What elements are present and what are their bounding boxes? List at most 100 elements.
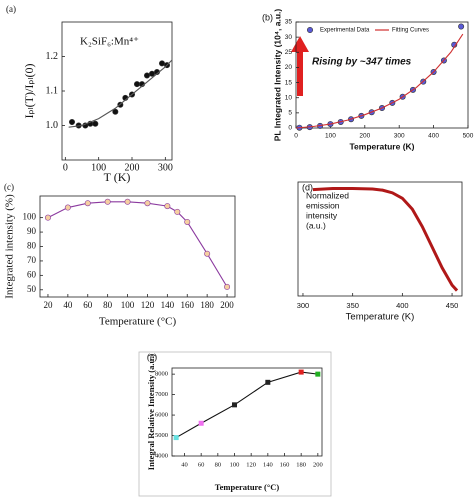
y-tick-label: 7000 — [155, 391, 168, 398]
x-tick-label: 200 — [313, 461, 323, 468]
y-tick-label: 5 — [288, 110, 292, 117]
rise-arrow — [291, 36, 309, 96]
y-axis-label: intensity — [306, 210, 338, 220]
x-tick-label: 100 — [121, 300, 135, 310]
data-point — [198, 420, 204, 426]
x-tick-label: 0 — [63, 162, 68, 173]
panel: (a) K₂SiF₆:Mn⁴⁺ 0 100 200 300 1.0 1.1 1.2 T (K) Iₚ… — [6, 4, 173, 184]
data-point — [164, 203, 171, 210]
y-tick-label: 5000 — [155, 432, 168, 439]
x-tick-label: 450 — [446, 301, 459, 310]
annotation: Rising by ~347 times — [312, 57, 412, 68]
y-tick-label: 60 — [27, 269, 37, 279]
panel: (b) 0 100 200 300 400 500 0 5 10 15 20 25 30 35 Tempera… — [262, 9, 474, 152]
x-tick-label: 200 — [359, 133, 370, 140]
data-line — [47, 201, 228, 288]
y-axis-label: Integral Relative Intensity (a.u.) — [146, 354, 156, 471]
plot-frame — [39, 195, 236, 298]
data-point — [184, 218, 191, 225]
data-point — [84, 200, 91, 207]
x-tick-label: 80 — [103, 300, 113, 310]
x-tick-label: 200 — [220, 300, 234, 310]
x-tick-label: 160 — [280, 461, 290, 468]
data-point — [64, 204, 71, 211]
y-axis-label: PL Integrated Intensity (10⁴, a.u.) — [272, 9, 282, 142]
y-tick-label: 100 — [23, 212, 37, 222]
x-tick-label: 100 — [230, 461, 240, 468]
data-point — [458, 23, 465, 30]
y-axis-label: (a.u.) — [306, 220, 326, 230]
data-point — [92, 120, 99, 127]
y-tick-label: 25 — [285, 49, 293, 56]
plot-frame — [295, 21, 469, 129]
y-tick-label: 30 — [285, 34, 293, 41]
x-tick-label: 140 — [161, 300, 175, 310]
x-tick-label: 60 — [83, 300, 93, 310]
data-point — [104, 198, 111, 205]
y-tick-label: 35 — [285, 19, 293, 26]
x-tick-label: 40 — [63, 300, 73, 310]
legend-marker — [306, 26, 313, 33]
data-point — [124, 198, 131, 205]
panel-frame — [138, 351, 332, 497]
x-tick-label: 180 — [200, 300, 214, 310]
y-tick-label: 15 — [285, 79, 293, 86]
data-point — [315, 371, 321, 377]
data-point — [112, 108, 119, 115]
x-axis-label: Temperature (°C) — [99, 316, 177, 328]
x-axis-label: Temperature (°C) — [215, 482, 280, 492]
data-line — [68, 59, 173, 128]
x-tick-label: 500 — [463, 133, 474, 140]
x-tick-label: 160 — [180, 300, 194, 310]
y-tick-label: 70 — [27, 255, 37, 265]
y-tick-label: 6000 — [155, 412, 168, 419]
x-axis-label: T (K) — [104, 170, 131, 184]
x-tick-label: 120 — [246, 461, 256, 468]
data-line — [312, 187, 459, 292]
data-point — [224, 283, 231, 290]
legend-label: Fitting Curves — [392, 28, 429, 34]
x-tick-label: 300 — [158, 162, 173, 173]
y-tick-label: 1.1 — [46, 85, 59, 96]
y-tick-label: 90 — [27, 226, 37, 236]
y-axis-label: Iₚₗ(T)/Iₚₗ(0) — [22, 64, 36, 119]
y-tick-label: 4000 — [155, 452, 168, 459]
data-point — [298, 369, 304, 375]
data-point — [144, 200, 151, 207]
data-point — [134, 81, 141, 88]
panel-label: (d) — [302, 182, 313, 192]
panel: (d) 300 350 400 450 Temperature (K) Normalized… — [297, 181, 463, 323]
plot-frame — [171, 367, 323, 457]
plot-frame — [297, 181, 463, 297]
x-tick-label: 120 — [141, 300, 155, 310]
x-axis-label: Temperature (K) — [349, 141, 414, 151]
data-point — [204, 250, 211, 257]
y-tick-label: 0 — [288, 125, 292, 132]
data-point — [174, 208, 181, 215]
x-tick-label: 400 — [428, 133, 439, 140]
data-line — [175, 371, 318, 439]
data-point — [144, 72, 151, 79]
x-tick-label: 100 — [91, 162, 106, 173]
data-point — [265, 379, 271, 385]
x-tick-label: 0 — [294, 133, 298, 140]
y-tick-label: 10 — [285, 94, 293, 101]
data-point — [44, 214, 51, 221]
y-tick-label: 1.0 — [46, 120, 59, 131]
x-tick-label: 300 — [394, 133, 405, 140]
x-tick-label: 300 — [297, 301, 310, 310]
data-point — [173, 435, 179, 441]
y-tick-label: 50 — [27, 284, 37, 294]
y-tick-label: 80 — [27, 241, 37, 251]
panel-label: (e) — [147, 352, 157, 362]
x-tick-label: 180 — [296, 461, 306, 468]
x-tick-label: 200 — [125, 162, 140, 173]
x-tick-label: 80 — [215, 461, 222, 468]
data-point — [69, 119, 76, 126]
data-point — [232, 402, 237, 408]
y-tick-label: 20 — [285, 64, 293, 71]
legend-label: Experimental Data — [320, 28, 370, 34]
x-tick-label: 40 — [181, 461, 188, 468]
